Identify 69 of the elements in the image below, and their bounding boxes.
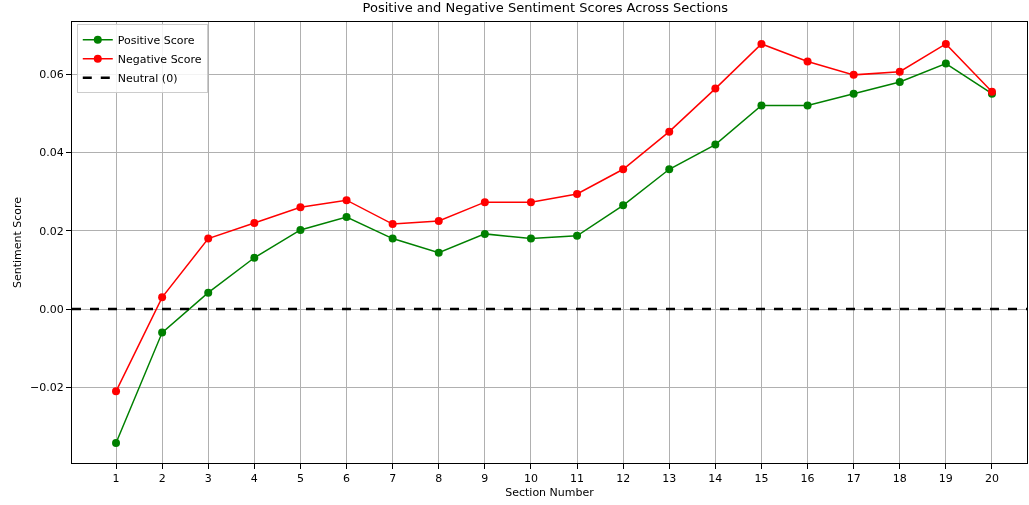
- point: [573, 189, 582, 198]
- x-tick-label: 13: [662, 472, 677, 486]
- point: [250, 253, 259, 262]
- point: [434, 248, 443, 257]
- x-tick-label: 12: [616, 472, 631, 486]
- chart-title: Positive and Negative Sentiment Scores Across Sections: [362, 0, 729, 15]
- point: [895, 77, 904, 86]
- point: [757, 101, 766, 110]
- point: [619, 165, 628, 174]
- x-tick-label: 4: [250, 472, 258, 486]
- point: [158, 293, 167, 302]
- point: [112, 387, 121, 396]
- point: [526, 198, 535, 207]
- point: [941, 39, 950, 48]
- x-tick-label: 19: [938, 472, 953, 486]
- y-tick-label: 0.00: [39, 302, 64, 316]
- point: [250, 218, 259, 227]
- x-tick-label: 5: [296, 472, 304, 486]
- x-tick-label: 1: [112, 472, 120, 486]
- point: [480, 198, 489, 207]
- y-tick-label: 0.04: [39, 146, 64, 160]
- point: [158, 328, 167, 337]
- x-tick-label: 2: [158, 472, 166, 486]
- point: [296, 225, 305, 234]
- point: [711, 140, 720, 149]
- x-tick-label: 15: [754, 472, 769, 486]
- point: [849, 89, 858, 98]
- x-tick-label: 7: [389, 472, 397, 486]
- x-axis-title: Section Number: [505, 486, 595, 500]
- x-tick-label: 18: [892, 472, 907, 486]
- point: [665, 165, 674, 174]
- point: [204, 234, 213, 243]
- x-tick-label: 14: [708, 472, 723, 486]
- y-axis-title: Sentiment Score: [10, 196, 24, 289]
- point: [480, 229, 489, 238]
- x-tick-label: 6: [343, 472, 351, 486]
- point: [434, 216, 443, 225]
- point: [342, 196, 351, 205]
- x-tick-label: 3: [204, 472, 212, 486]
- x-tick-label: 11: [570, 472, 585, 486]
- point: [849, 70, 858, 79]
- point: [619, 201, 628, 210]
- point: [895, 67, 904, 76]
- point: [342, 213, 351, 222]
- x-tick-label: 20: [984, 472, 999, 486]
- point: [573, 231, 582, 240]
- point: [388, 220, 397, 229]
- x-tick-label: 10: [523, 472, 538, 486]
- x-tick-label: 17: [846, 472, 861, 486]
- legend-label: Negative Score: [117, 53, 202, 66]
- y-tick-label: 0.02: [39, 224, 64, 238]
- legend-label: Neutral (0): [117, 72, 178, 85]
- point: [296, 203, 305, 212]
- point: [803, 101, 812, 110]
- y-tick-label: 0.06: [39, 67, 64, 81]
- point: [757, 39, 766, 48]
- point: [526, 234, 535, 243]
- x-tick-label: 8: [435, 472, 443, 486]
- point: [204, 288, 213, 297]
- point: [665, 127, 674, 136]
- point: [941, 59, 950, 68]
- x-tick-label: 9: [481, 472, 489, 486]
- x-tick-label: 16: [800, 472, 815, 486]
- point: [388, 234, 397, 243]
- point: [112, 439, 121, 448]
- y-tick-label: −0.02: [30, 381, 64, 395]
- legend-label: Positive Score: [117, 33, 195, 47]
- point: [711, 84, 720, 93]
- point: [803, 57, 812, 66]
